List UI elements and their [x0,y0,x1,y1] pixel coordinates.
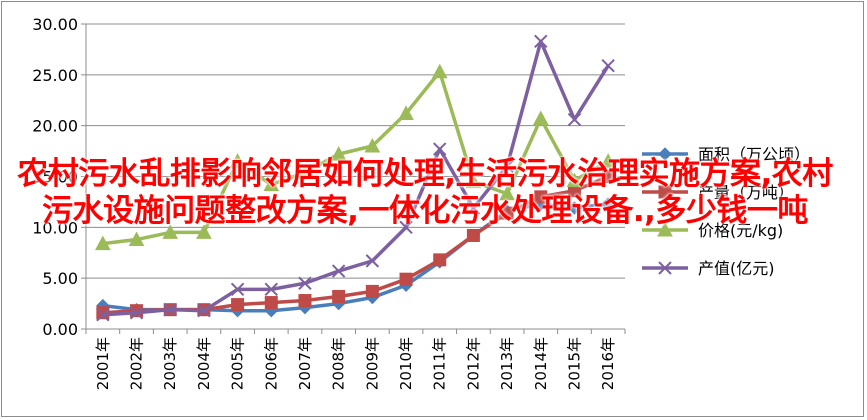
y-tick-label: 20.00 [32,117,78,136]
data-point [657,221,673,237]
data-point [197,303,211,318]
x-tick-label: 2006年 [262,337,280,390]
x-tick-label: 2011年 [431,337,449,390]
data-point [264,296,278,310]
data-point [500,206,514,220]
data-point [466,201,481,215]
data-point [567,112,582,127]
series-2 [96,170,615,320]
data-point [433,253,447,267]
data-point [398,105,414,120]
y-tick-label: 25.00 [32,66,78,85]
series-line [102,39,610,317]
y-tick-label: 0.00 [42,320,78,339]
data-point [332,289,346,303]
data-point [196,224,212,239]
legend-item-3: 价格(元/kg) [642,221,783,240]
x-tick-label: 2003年 [161,337,179,390]
gridlines [86,23,625,330]
data-point [96,306,110,320]
data-point [600,153,616,168]
data-point [163,302,177,317]
y-tick-label: 5.00 [42,269,78,288]
x-tick-label: 2016年 [599,337,617,390]
data-point [601,58,615,73]
data-point [500,159,514,174]
x-tick-label: 2004年 [195,337,213,390]
data-point [399,220,413,235]
y-tick-label: 15.00 [32,168,78,187]
legend-item-2: 产量（万吨） [642,183,794,202]
data-point [658,147,672,161]
data-point [601,170,615,183]
data-point [534,34,548,48]
data-point [532,110,549,126]
data-point [433,142,447,156]
data-point [365,284,379,298]
series-4 [96,34,615,322]
data-point [567,201,582,215]
x-tick-label: 2005年 [229,337,247,390]
data-point [264,282,278,297]
data-point [162,224,179,239]
data-point [96,308,110,322]
x-tick-label: 2013年 [498,337,516,390]
data-point [229,153,246,168]
data-point [331,264,346,278]
data-point [298,276,312,290]
data-point [364,137,381,153]
x-tick-label: 2012年 [464,337,482,390]
x-tick-label: 2015年 [565,337,583,390]
axes [81,23,626,334]
data-point [129,306,144,320]
y-tick-label: 10.00 [32,218,78,237]
legend-label: 产值(亿元) [698,259,775,278]
x-tick-labels: 2001年 2002年 2003年 2004年 2005年 2006年 2007年 2008年… [94,337,617,390]
legend-item-1: 面积（万公顷） [642,145,810,164]
data-point [128,231,145,247]
x-tick-label: 2010年 [397,337,415,390]
x-tick-label: 2001年 [94,337,112,390]
series-3 [95,63,616,251]
legend-label: 产量（万吨） [698,183,794,202]
data-point [230,282,245,297]
data-point [566,172,583,188]
x-tick-label: 2008年 [330,337,348,390]
series-line [102,70,610,246]
data-point [601,197,615,211]
x-tick-label: 2009年 [363,337,381,390]
data-point [297,164,313,179]
data-point [466,228,480,242]
data-point [658,185,672,199]
data-point [399,272,413,286]
data-point [298,294,312,308]
series-group [95,34,616,322]
x-tick-label: 2014年 [532,337,550,390]
data-point [534,190,548,204]
data-point [263,176,280,192]
y-tick-label: 30.00 [32,15,78,34]
legend-item-4: 产值(亿元) [642,259,775,278]
data-point [95,235,111,251]
data-point [365,254,380,268]
data-point [431,63,448,79]
data-point [499,185,515,201]
y-tick-labels: 0.00 5.00 10.00 15.00 20.00 25.00 30.00 [32,15,78,339]
data-point [231,298,245,312]
legend-label: 面积（万公顷） [698,145,810,164]
x-tick-label: 2002年 [128,337,146,390]
series-line [102,174,609,315]
x-tick-label: 2007年 [296,337,314,390]
data-point [658,261,672,275]
data-point [465,173,482,189]
data-point [330,146,347,161]
legend-label: 价格(元/kg) [698,221,783,240]
series-1 [96,197,615,318]
legend: 面积（万公顷） 产量（万吨） 价格(元/kg) 产值(亿元) [642,145,810,278]
